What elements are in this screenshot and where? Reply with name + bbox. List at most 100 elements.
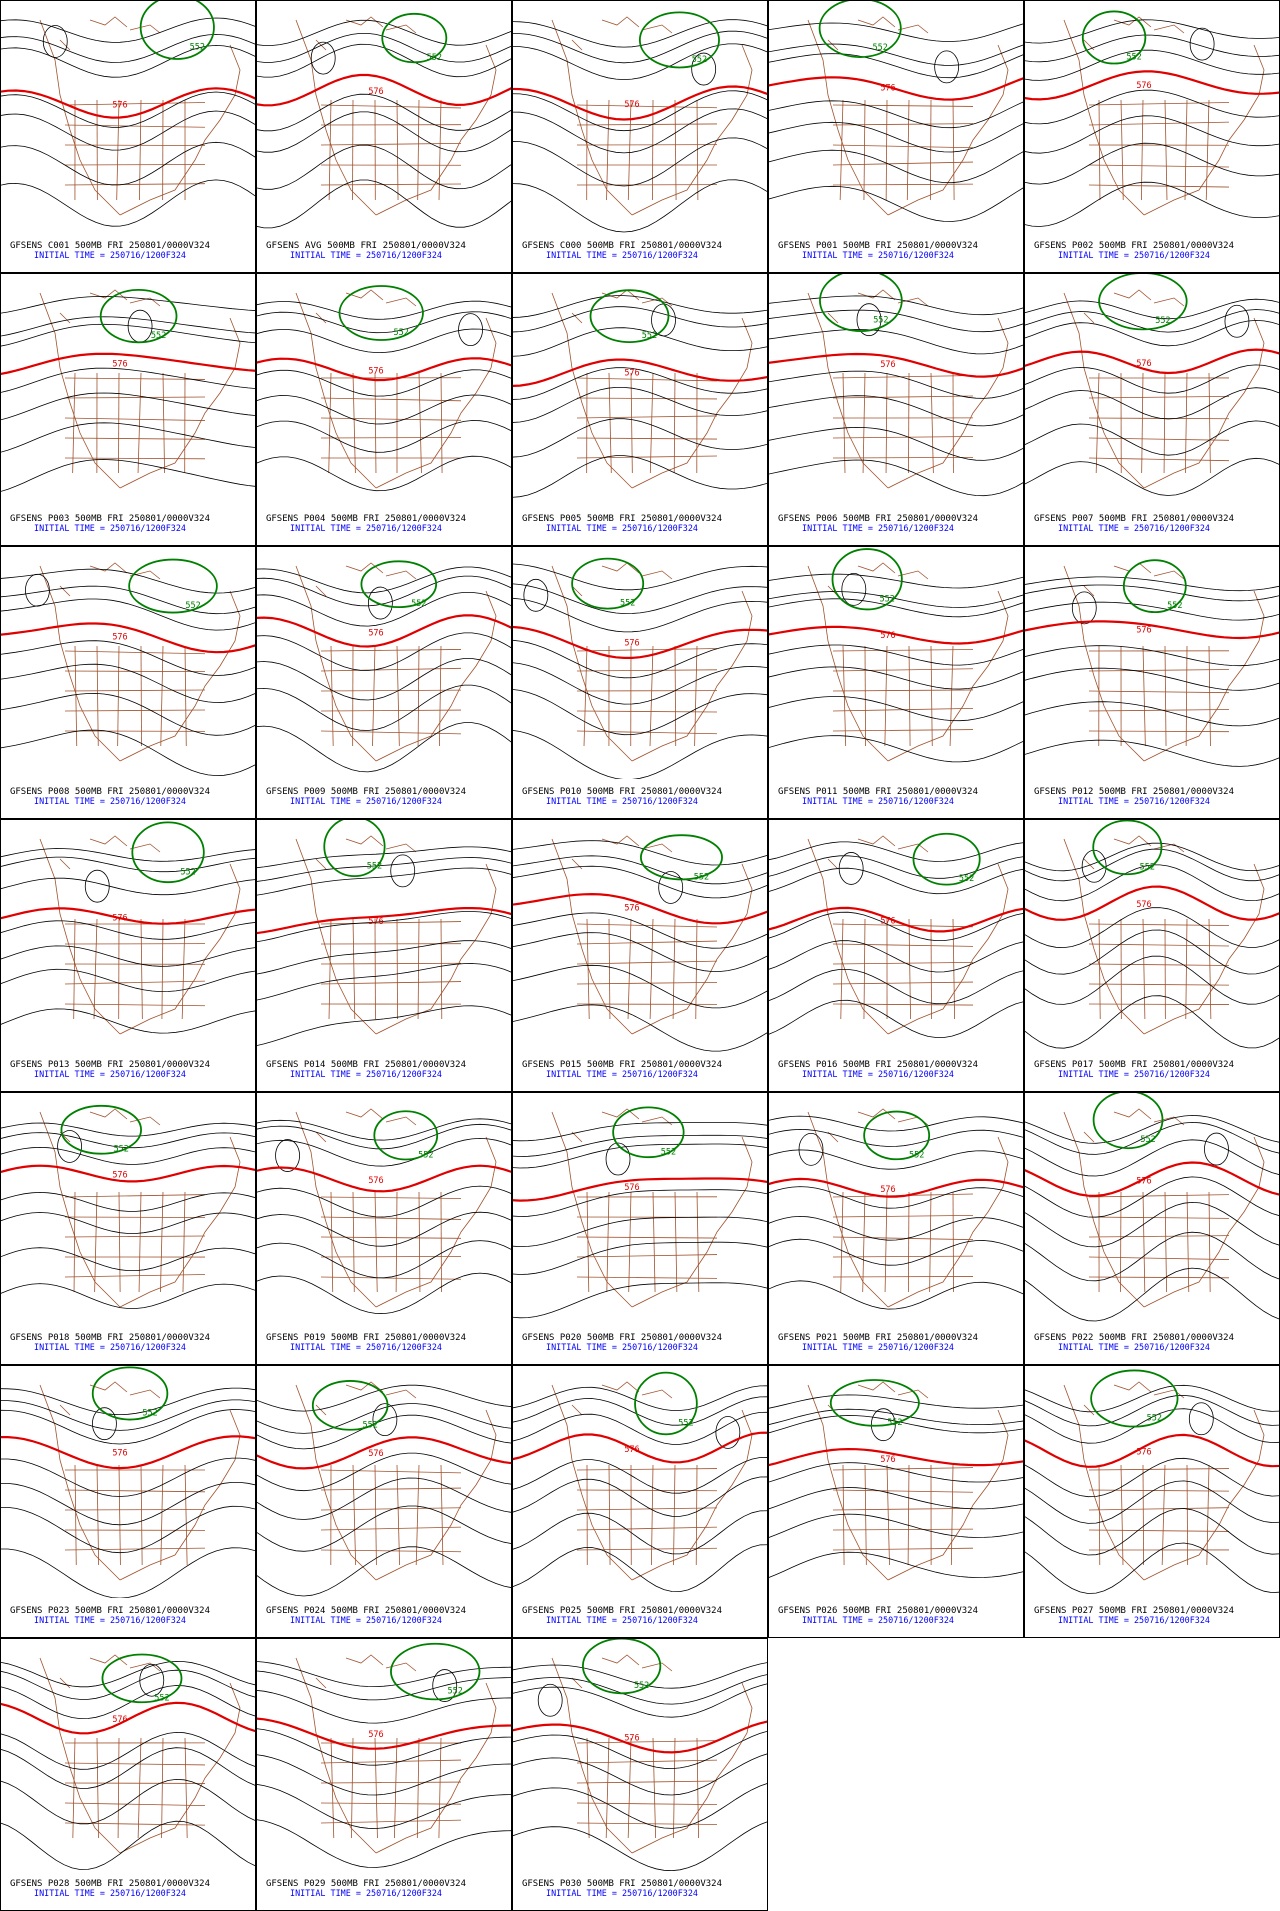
contour-label: 576	[880, 917, 895, 927]
contour	[1025, 907, 1279, 949]
state-line	[374, 1464, 377, 1566]
state-line	[576, 123, 718, 126]
map-panel: 576 552 GFSENS P018 500MB FRI 250801/0000V…	[0, 1092, 256, 1365]
contour	[257, 857, 511, 882]
panel-title: GFSENS P001 500MB FRI 250801/0000V324	[778, 241, 978, 251]
panel-border	[0, 546, 256, 819]
state-line	[330, 645, 334, 747]
state-line	[884, 645, 888, 747]
contour	[257, 93, 511, 132]
contour-label: 576	[112, 632, 127, 642]
state-lines	[295, 1654, 497, 1854]
panel-border	[768, 0, 1024, 273]
closed-contour	[605, 1142, 631, 1176]
map-area: 576 552	[769, 548, 1023, 763]
contour-576	[513, 85, 767, 121]
state-line	[320, 1759, 462, 1764]
state-line	[885, 372, 888, 474]
height-contours	[1025, 1384, 1279, 1594]
contour	[257, 1005, 511, 1046]
contour-552	[829, 1379, 920, 1427]
state-line	[1088, 1216, 1230, 1219]
height-contours	[257, 1384, 511, 1597]
panel-border	[0, 819, 256, 1092]
state-line	[118, 1191, 121, 1293]
map-panel: 576 552 GFSENS P010 500MB FRI 250801/0000V…	[512, 546, 768, 819]
panel-title: GFSENS P014 500MB FRI 250801/0000V324	[266, 1060, 466, 1070]
contour	[513, 1004, 767, 1052]
state-line	[832, 981, 974, 985]
state-line	[586, 1737, 590, 1839]
contour	[1025, 645, 1279, 667]
height-contours	[257, 1661, 511, 1868]
contour-label: 576	[112, 100, 127, 110]
state-line	[320, 437, 462, 439]
contour	[769, 295, 1023, 316]
state-line	[606, 1191, 610, 1293]
map-area: 576 552	[1025, 274, 1279, 496]
map-panel: 576 552 GFSENS AVG 500MB FRI 250801/0000V3…	[256, 0, 512, 273]
map-panel: 576 552 GFSENS P023 500MB FRI 250801/0000V…	[0, 1365, 256, 1638]
contour	[257, 1670, 511, 1701]
contour	[1, 1778, 255, 1825]
state-line	[140, 645, 142, 747]
contour-576	[257, 1717, 511, 1750]
state-line	[1088, 102, 1230, 106]
state-line	[832, 649, 974, 652]
contour-576	[1025, 620, 1279, 640]
closed-contour	[841, 572, 867, 606]
map-area: 576 552	[1025, 1369, 1279, 1594]
state-line	[651, 1464, 654, 1566]
contour	[1025, 1114, 1279, 1144]
panel-time: INITIAL TIME = 250716/1200F324	[546, 1343, 698, 1353]
state-line	[576, 1802, 718, 1806]
contour-576	[257, 614, 511, 648]
contour	[257, 1452, 511, 1492]
map-area: 576 552	[769, 832, 1023, 1038]
state-line	[842, 1464, 845, 1566]
contour	[769, 999, 1023, 1038]
contour	[257, 1728, 511, 1766]
map-area: 576 552	[513, 834, 767, 1052]
contour	[769, 328, 1023, 355]
state-lines	[295, 16, 497, 216]
panel-title: GFSENS P025 500MB FRI 250801/0000V324	[522, 1606, 722, 1616]
state-line	[576, 1276, 718, 1279]
state-line	[374, 1191, 378, 1293]
state-line	[74, 645, 78, 747]
state-line	[64, 1194, 206, 1198]
contour-576	[257, 357, 511, 382]
contour	[257, 592, 511, 627]
contour-552	[1122, 559, 1187, 614]
contour	[1, 1731, 255, 1770]
state-line	[1141, 372, 1144, 474]
state-line	[576, 923, 718, 928]
closed-contour	[92, 1407, 117, 1441]
contour	[1, 920, 255, 940]
state-line	[64, 709, 206, 712]
contour	[1, 1399, 255, 1431]
panel-border	[0, 1638, 256, 1911]
panel-title: GFSENS P029 500MB FRI 250801/0000V324	[266, 1879, 466, 1889]
contour	[1025, 1480, 1279, 1524]
panel-border	[768, 1092, 1024, 1365]
state-line	[1088, 1529, 1230, 1532]
state-line	[320, 1276, 462, 1280]
contour	[513, 418, 767, 458]
contour	[513, 43, 767, 81]
panel-title: GFSENS P011 500MB FRI 250801/0000V324	[778, 787, 978, 797]
map-area: 576 552	[1, 289, 255, 492]
contour-576	[1025, 885, 1279, 921]
state-line	[832, 1528, 974, 1531]
contour-label: 552	[190, 42, 205, 52]
contour	[769, 940, 1023, 973]
contour-552	[91, 1366, 169, 1421]
canada-islands	[315, 289, 417, 324]
state-line	[352, 1191, 355, 1293]
contour	[257, 179, 511, 229]
state-line	[440, 1464, 444, 1566]
contour	[1025, 115, 1279, 154]
contour-552	[311, 1380, 389, 1431]
contour-552	[912, 832, 981, 886]
state-line	[73, 918, 76, 1020]
